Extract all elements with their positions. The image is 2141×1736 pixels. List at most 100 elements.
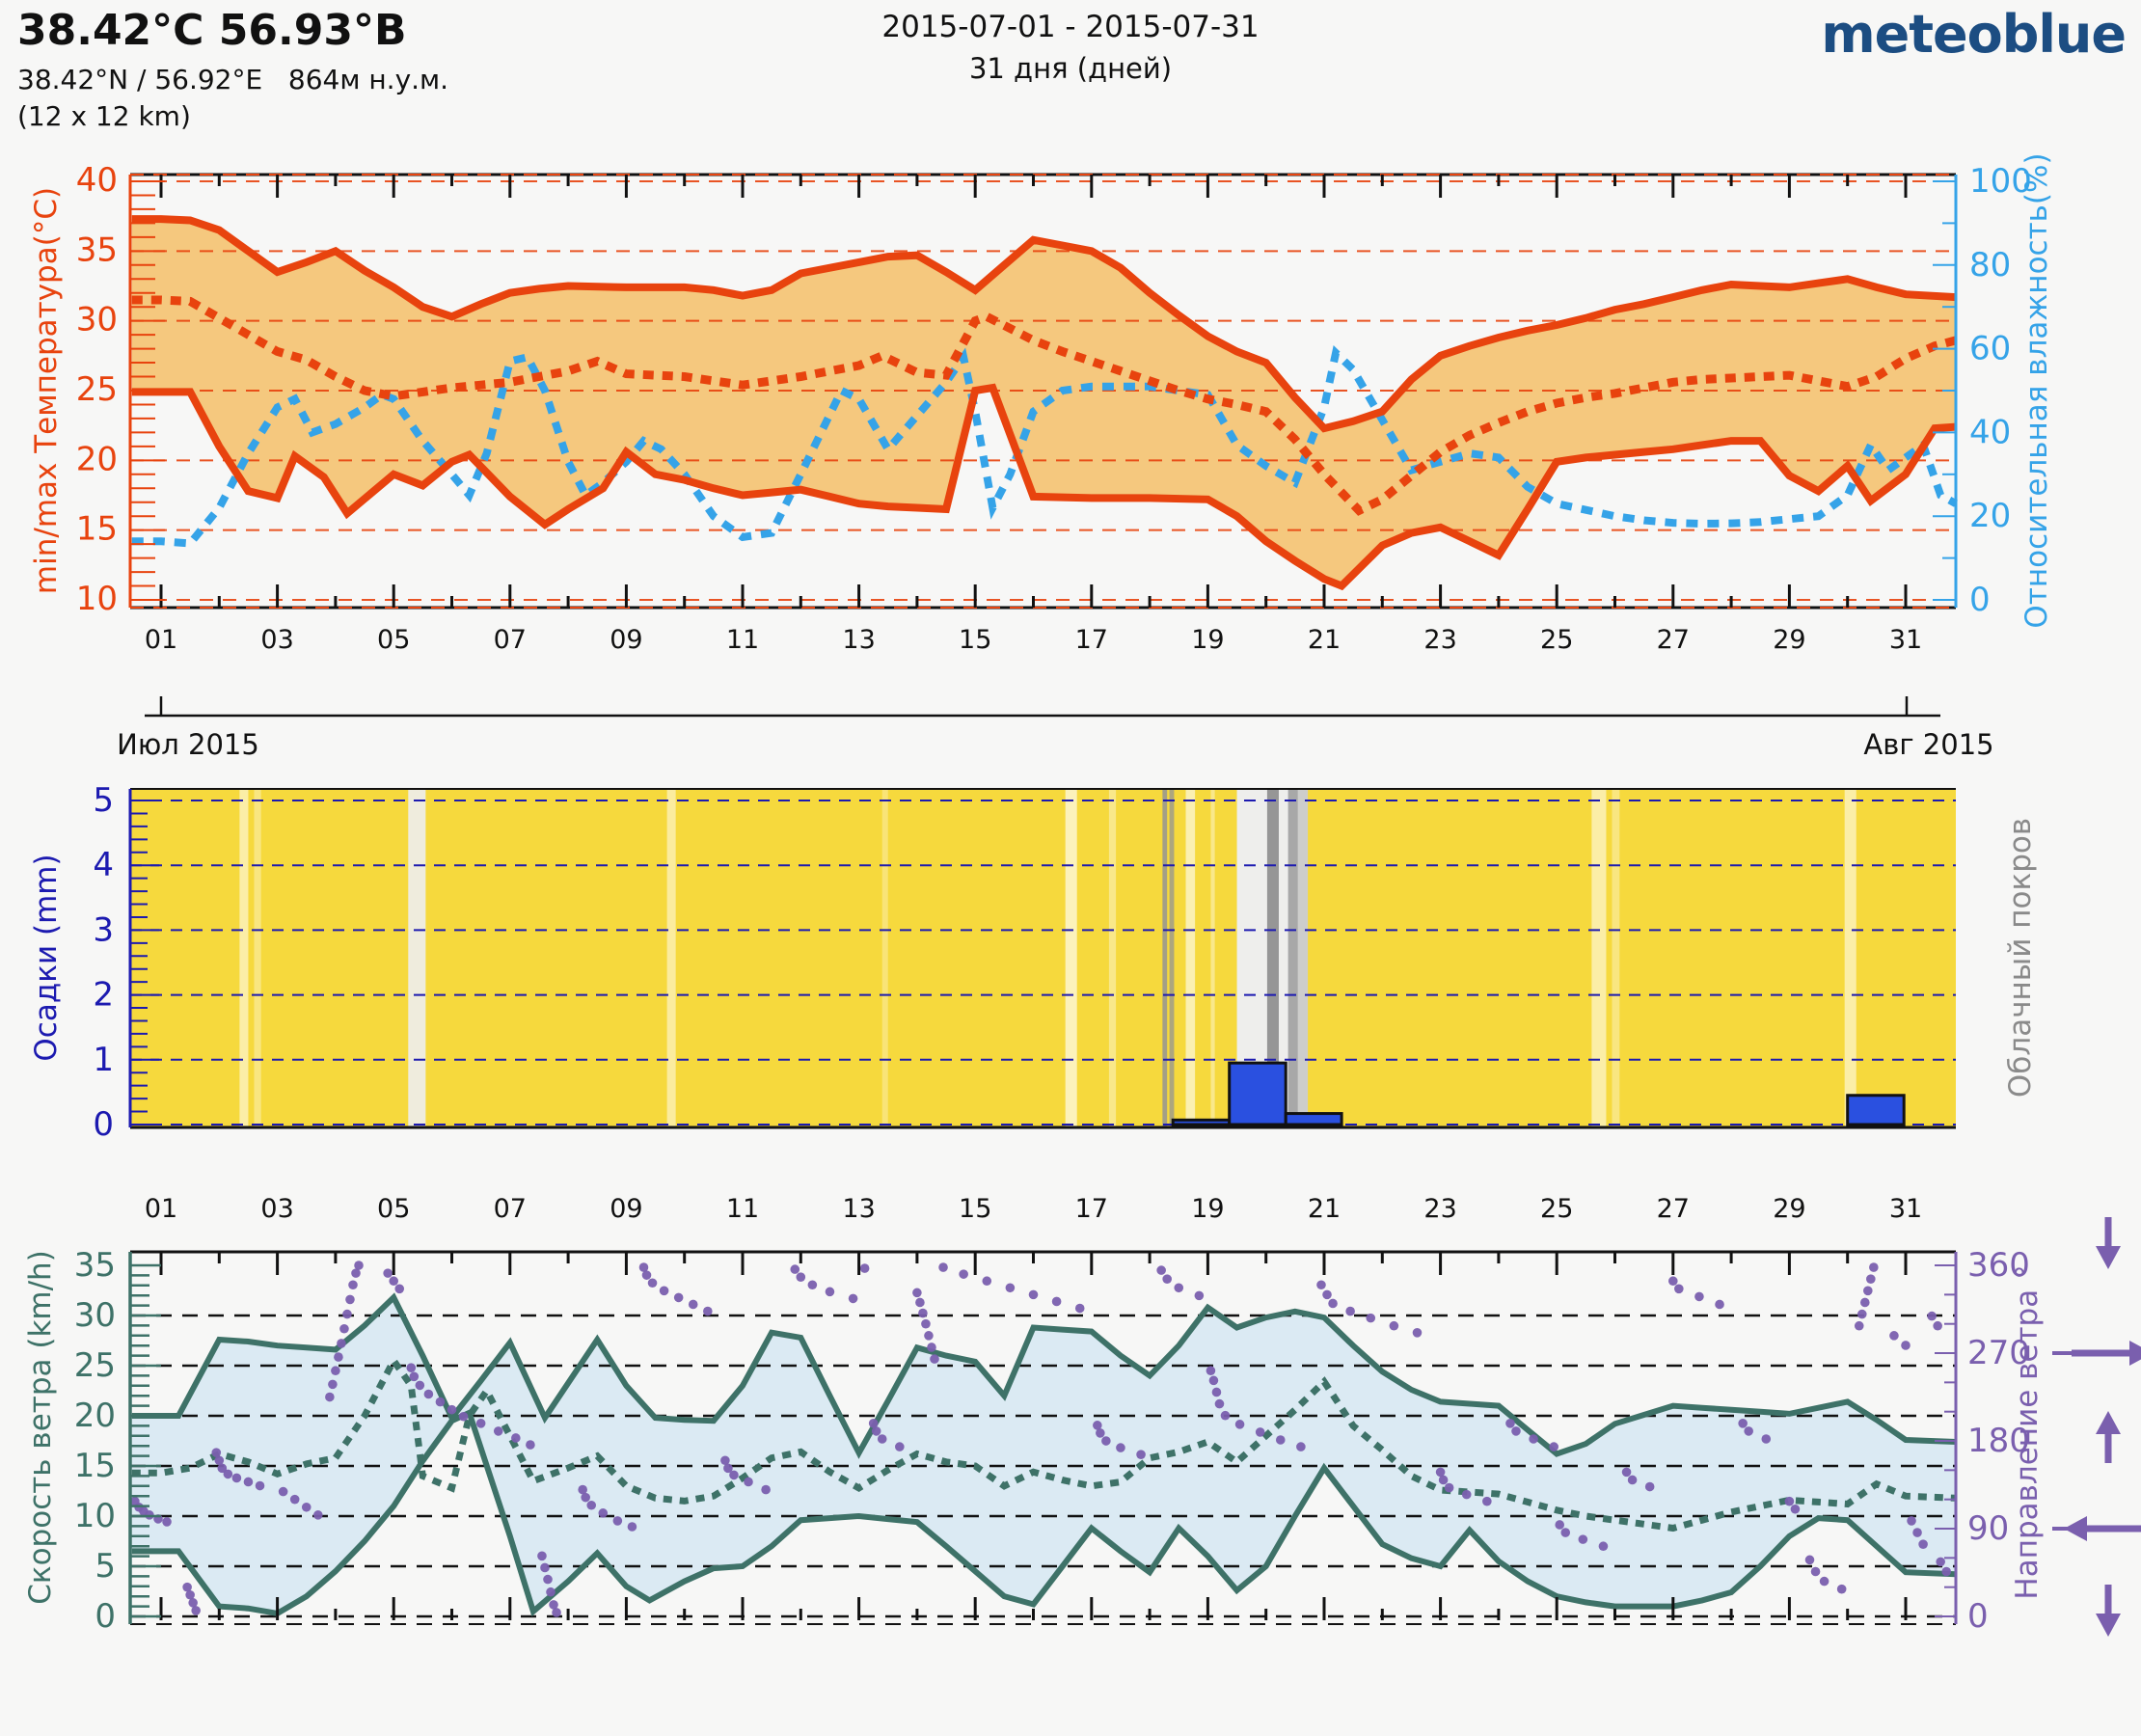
wind-direction-dot [511,1433,521,1443]
wind-direction-dot [895,1442,905,1451]
day-label: 27 [1657,625,1690,655]
wind-direction-dot [1296,1442,1306,1451]
wind-direction-dot [1211,1387,1222,1397]
wind-direction-dot [1819,1576,1829,1587]
wind-direction-dot [475,1419,486,1428]
wind-direction-dot [1560,1528,1571,1537]
wind-direction-dot [1856,1309,1867,1319]
humidity-tick-label: 0 [1969,581,1991,619]
day-label: 07 [494,625,527,655]
wind-direction-dot [1389,1320,1399,1331]
wind-direction-arrow-up [2096,1411,2121,1464]
wind-direction-dot [982,1276,992,1287]
wind-direction-dot [337,1339,346,1348]
day-label: 09 [610,1194,642,1224]
duration: 31 дня (дней) [968,52,1173,85]
wind-direction-dot [1784,1496,1795,1506]
series-mean-wind [131,1354,1957,1533]
wind-direction-dot [223,1469,233,1479]
wind-direction-dot [729,1470,739,1480]
wind-direction-dot [301,1502,312,1512]
cloud-cover-band [1287,789,1298,1127]
cloud-cover-band [1108,789,1117,1127]
wind-direction-dot [1644,1481,1655,1492]
wind-direction-dot [423,1389,434,1399]
wind-direction-dot [581,1492,590,1503]
wind-direction-dot [182,1582,192,1592]
wind-direction-dot [1482,1496,1492,1506]
wind-direction-dot [912,1288,922,1298]
wind-direction-dot [415,1380,425,1391]
wind-direction-dot [1869,1262,1879,1272]
wind-tick-label: 0 [95,1597,116,1636]
day-label: 13 [842,625,875,655]
wind-direction-dot [1345,1306,1355,1316]
chart-shape [2129,1341,2141,1367]
chart-shape [2064,1516,2087,1542]
wind-direction-dot [1907,1516,1916,1526]
wind-direction-dot [918,1308,928,1318]
wind-direction-dot [1156,1265,1166,1275]
wind-direction-dot [1912,1528,1922,1537]
wind-direction-dot [1234,1420,1245,1429]
wind-direction-dot [720,1455,730,1466]
precip-tick-label: 1 [93,1041,114,1079]
wind-direction-dot [217,1463,228,1474]
wind-direction-dot [351,1268,361,1278]
series-max-wind [131,1292,1957,1459]
wind-direction-dot [325,1392,335,1402]
wind-direction-arrow-down [2096,1585,2121,1637]
precip-tick-label: 4 [93,846,114,884]
temp-tick-label: 30 [76,301,118,339]
wind-axis-title: Скорость ветра (km/h) [23,1250,58,1605]
wind-direction-dot [807,1280,818,1290]
wind-direction-dot [211,1448,222,1457]
page-header: 38.42°C 56.93°В 38.42°N / 56.92°E 864м н… [0,0,2141,132]
precipitation-bar [1284,1112,1343,1126]
wind-direction-dot [1836,1584,1847,1594]
month-axis: Июл 2015 Авг 2015 [117,696,1994,761]
wind-direction-dot [1136,1450,1146,1459]
wind-direction-dot [348,1280,358,1290]
wind-direction-dot [688,1299,698,1310]
wind-direction-dot [1918,1539,1928,1549]
chart-shape [2096,1411,2121,1435]
wind-direction-dot [1936,1557,1945,1567]
month-label-left: Июл 2015 [117,728,259,761]
wind-direction-dot [231,1473,242,1483]
wind-tick-label: 35 [74,1246,116,1285]
precip-tick-label: 3 [93,910,114,949]
cloud-cover-band [1591,789,1607,1127]
wind-direction-dot [1810,1566,1821,1577]
cloud-cover-band [881,789,888,1127]
precip-tick-label: 5 [93,781,114,820]
wind-direction-dot [409,1371,420,1382]
wind-direction-dot [1578,1534,1588,1544]
wind-direction-dot [540,1562,550,1573]
coordinates: 38.42°N / 56.92°E [17,64,263,95]
wind-direction-dot [924,1331,934,1341]
wind-direction-dot [342,1309,352,1319]
humidity-tick-label: 100 [1969,162,2032,201]
direction-tick-label: 180 [1967,1422,2030,1460]
wind-direction-dot [1444,1482,1454,1493]
humidity-tick-label: 60 [1969,330,2011,368]
humidity-tick-label: 40 [1969,413,2011,451]
wind-direction-dot [458,1411,469,1422]
wind-direction-dot [243,1477,254,1487]
cloud-cover-band [1210,789,1215,1127]
wind-direction-dot [1738,1419,1748,1428]
wind-direction-dot [1438,1475,1449,1485]
wind-direction-dot [1101,1436,1111,1446]
wind-direction-dot [1116,1443,1125,1452]
wind-direction-dot [331,1366,340,1376]
cloud-cover-band [239,789,249,1127]
wind-direction-dot [191,1606,201,1615]
cloud-cover-band [1162,789,1168,1127]
wind-direction-dot [1096,1428,1105,1438]
wind-direction-dot [1859,1297,1870,1308]
cloud-cover-band [1266,789,1279,1127]
wind-direction-dot [1866,1274,1876,1284]
wind-direction-dot [638,1262,649,1272]
wind-direction-dot [1941,1566,1952,1577]
